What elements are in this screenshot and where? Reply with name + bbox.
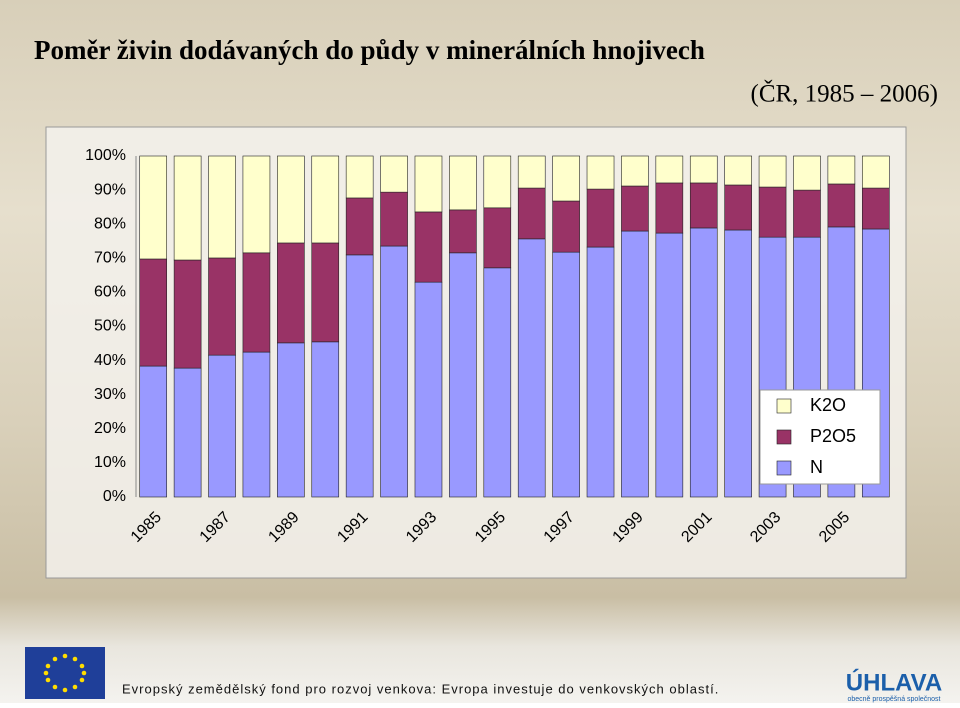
bar-segment	[242, 351, 271, 498]
bar-segment	[621, 230, 649, 498]
bar-segment	[655, 232, 684, 498]
chart-title: Poměr živin dodávaných do půdy v minerál…	[34, 35, 705, 65]
y-tick-label: 90%	[94, 181, 126, 198]
legend-swatch	[776, 398, 792, 414]
y-tick-label: 70%	[94, 250, 126, 267]
bar-segment	[861, 187, 890, 230]
bar-segment	[311, 341, 340, 498]
bar-segment	[586, 246, 615, 498]
bar-segment	[380, 191, 408, 247]
bar-segment	[139, 365, 168, 498]
bar-segment	[827, 155, 856, 185]
bar-segment	[827, 183, 856, 228]
y-tick-label: 80%	[94, 215, 126, 232]
bar-segment	[483, 155, 512, 209]
bar-segment	[345, 197, 374, 256]
bar-segment	[758, 155, 787, 188]
bar-segment	[861, 155, 890, 189]
bar-segment	[517, 155, 546, 189]
bar-segment	[173, 259, 202, 369]
bar-segment	[689, 227, 718, 498]
bar-segment	[449, 209, 477, 254]
bar-segment	[414, 281, 443, 498]
bar-segment	[758, 186, 787, 238]
bar-segment	[793, 155, 821, 191]
bar-segment	[483, 267, 512, 498]
y-tick-label: 0%	[103, 488, 126, 505]
bar-segment	[655, 155, 684, 184]
bar-segment	[311, 155, 340, 244]
y-tick-label: 50%	[94, 318, 126, 335]
legend-label: K2O	[810, 395, 846, 415]
bar-segment	[552, 200, 580, 253]
y-tick-label: 40%	[94, 352, 126, 369]
bar-segment	[208, 354, 236, 498]
bar-segment	[689, 182, 718, 229]
footer-text: Evropský zemědělský fond pro rozvoj venk…	[122, 681, 719, 696]
bar-segment	[621, 185, 649, 232]
bar-segment	[414, 211, 443, 283]
bar-segment	[621, 155, 649, 187]
bar-segment	[380, 245, 408, 498]
bar-segment	[173, 367, 202, 498]
bar-segment	[277, 155, 305, 244]
bar-segment	[139, 155, 168, 260]
bar-segment	[242, 155, 271, 254]
bar-segment	[449, 155, 477, 211]
bar-segment	[724, 184, 752, 231]
bar-segment	[724, 155, 752, 186]
y-tick-label: 10%	[94, 454, 126, 471]
bar-segment	[311, 242, 340, 343]
bar-segment	[517, 187, 546, 240]
bar-segment	[586, 188, 615, 248]
bar-segment	[793, 189, 821, 238]
bar-segment	[655, 182, 684, 234]
bar-segment	[552, 155, 580, 202]
bar-segment	[208, 257, 236, 356]
bar-segment	[689, 155, 718, 184]
bar-segment	[277, 342, 305, 498]
bar-segment	[242, 252, 271, 353]
bar-segment	[414, 155, 443, 213]
bar-segment	[345, 254, 374, 498]
bar-segment	[380, 155, 408, 193]
eu-stars	[43, 653, 87, 693]
bar-segment	[173, 155, 202, 261]
bar-segment	[345, 155, 374, 199]
logo: ÚHLAVA	[846, 668, 942, 696]
y-tick-label: 100%	[85, 147, 126, 164]
bar-segment	[208, 155, 236, 259]
legend-swatch	[776, 429, 792, 445]
bar-segment	[277, 242, 305, 344]
legend-swatch	[776, 460, 792, 476]
y-tick-label: 30%	[94, 386, 126, 403]
bar-segment	[449, 252, 477, 498]
bar-segment	[586, 155, 615, 190]
y-tick-label: 60%	[94, 284, 126, 301]
bar-segment	[139, 258, 168, 367]
logo-subtitle: obecně prospěšná společnost	[847, 696, 940, 703]
bar-segment	[483, 207, 512, 269]
y-tick-label: 20%	[94, 420, 126, 437]
bar-segment	[724, 229, 752, 498]
bar-segment	[517, 238, 546, 498]
legend-label: P2O5	[810, 426, 856, 446]
chart-subtitle: (ČR, 1985 – 2006)	[751, 80, 939, 108]
bar-segment	[552, 251, 580, 498]
legend-label: N	[810, 457, 823, 477]
